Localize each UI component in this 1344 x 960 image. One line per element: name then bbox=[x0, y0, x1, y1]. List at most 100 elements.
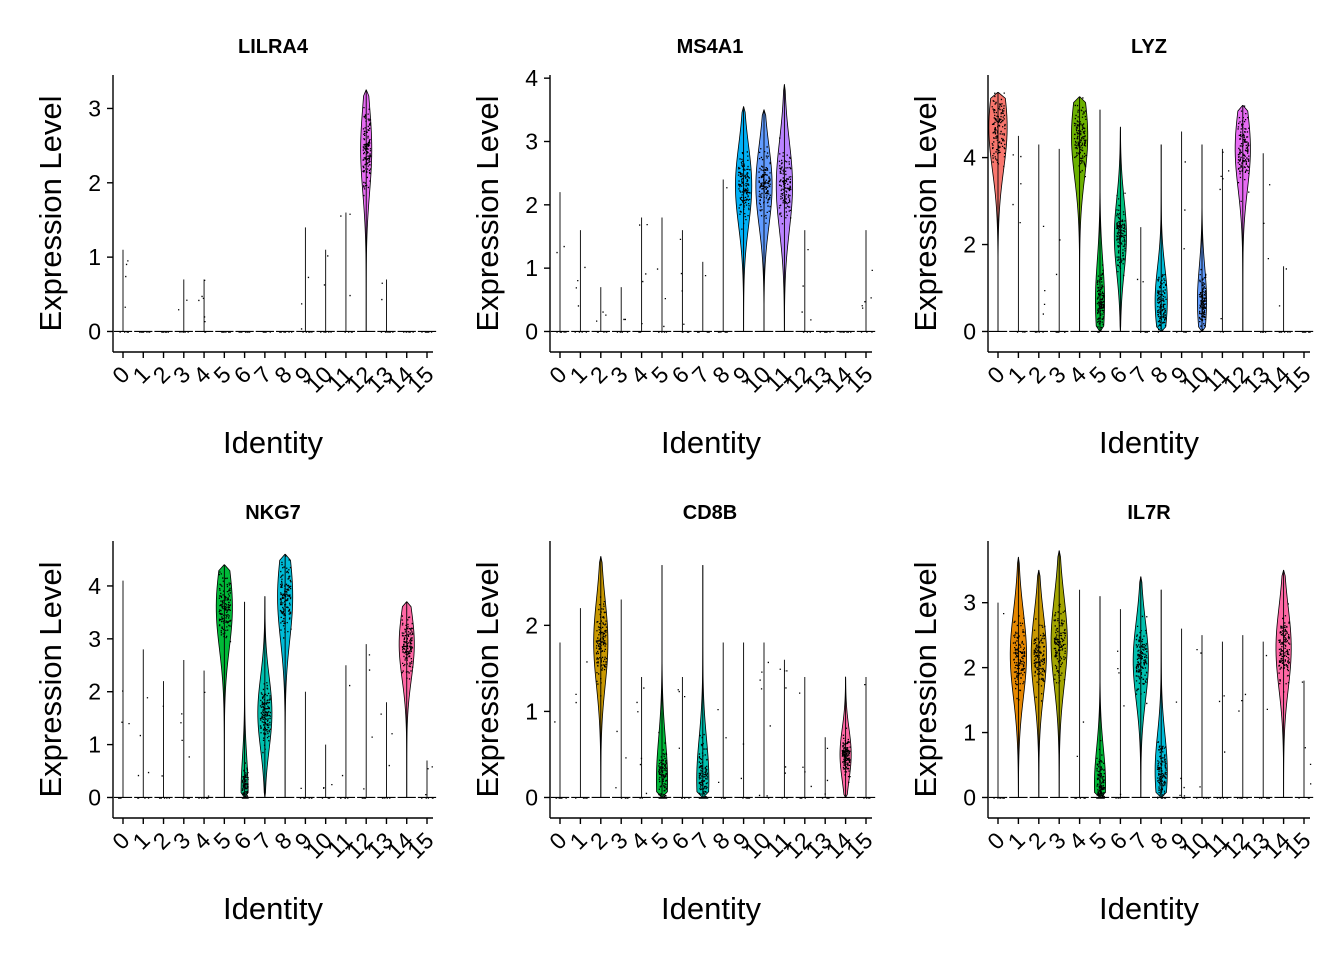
jitter-points bbox=[340, 213, 353, 333]
jitter-points bbox=[575, 661, 588, 799]
jitter-points bbox=[779, 668, 788, 799]
jitter-points bbox=[819, 331, 831, 333]
jitter-points bbox=[1012, 615, 1026, 701]
jitter-points bbox=[1259, 654, 1270, 799]
jitter-points bbox=[1278, 603, 1291, 693]
jitter-points bbox=[991, 92, 1006, 168]
jitter-points bbox=[1136, 278, 1148, 333]
y-tick-label: 1 bbox=[525, 255, 538, 281]
x-tick-label: 7 bbox=[1125, 827, 1152, 854]
x-tick-label: 3 bbox=[605, 361, 632, 388]
jitter-points bbox=[321, 784, 333, 799]
y-tick-label: 3 bbox=[963, 590, 976, 616]
jitter-points bbox=[1034, 225, 1046, 333]
x-tick-label: 2 bbox=[1023, 361, 1050, 388]
jitter-points bbox=[1237, 105, 1250, 202]
x-tick-label: 15 bbox=[841, 827, 877, 863]
panel-title: LILRA4 bbox=[238, 36, 309, 58]
jitter-points bbox=[262, 331, 271, 333]
jitter-points bbox=[119, 260, 129, 333]
x-tick-label: 0 bbox=[107, 361, 134, 388]
x-tick-label: 2 bbox=[585, 361, 612, 388]
y-tick-label: 0 bbox=[88, 784, 101, 810]
y-tick-label: 0 bbox=[525, 784, 538, 810]
x-tick-label: 1 bbox=[565, 827, 592, 854]
x-tick-label: 7 bbox=[249, 827, 276, 854]
panel-title: CD8B bbox=[683, 502, 737, 524]
y-tick-label: 1 bbox=[963, 720, 976, 746]
jitter-points bbox=[821, 747, 830, 799]
jitter-points bbox=[554, 721, 567, 799]
panel-title: MS4A1 bbox=[677, 36, 744, 58]
jitter-points bbox=[279, 555, 292, 639]
jitter-points bbox=[1301, 331, 1311, 333]
x-tick-label: 1 bbox=[565, 361, 592, 388]
jitter-points bbox=[801, 249, 812, 333]
jitter-points bbox=[799, 692, 812, 799]
jitter-points bbox=[1135, 615, 1148, 705]
y-tick-label: 1 bbox=[525, 698, 538, 724]
jitter-points bbox=[697, 275, 710, 333]
jitter-points bbox=[1033, 618, 1046, 702]
jitter-points bbox=[279, 331, 293, 333]
y-axis-label: Expression Level bbox=[33, 561, 68, 797]
y-tick-label: 0 bbox=[525, 318, 538, 344]
x-tick-label: 0 bbox=[982, 361, 1009, 388]
jitter-points bbox=[679, 238, 690, 333]
y-axis-label: Expression Level bbox=[908, 95, 943, 331]
x-tick-label: 3 bbox=[1043, 827, 1070, 854]
jitter-points bbox=[698, 733, 709, 799]
x-axis-label: Identity bbox=[1099, 891, 1199, 926]
y-tick-label: 2 bbox=[525, 192, 538, 218]
y-tick-label: 2 bbox=[963, 655, 976, 681]
x-tick-label: 7 bbox=[249, 361, 276, 388]
jitter-points bbox=[361, 654, 373, 799]
x-tick-label: 6 bbox=[229, 827, 256, 854]
x-tick-label: 4 bbox=[626, 827, 654, 855]
jitter-points bbox=[615, 730, 629, 799]
jitter-points bbox=[740, 743, 751, 799]
y-tick-label: 0 bbox=[963, 318, 976, 344]
y-tick-label: 2 bbox=[525, 612, 538, 638]
x-tick-label: 15 bbox=[1279, 361, 1315, 397]
jitter-points bbox=[300, 276, 313, 333]
y-tick-label: 3 bbox=[88, 626, 101, 652]
x-tick-label: 2 bbox=[148, 361, 175, 388]
jitter-points bbox=[1219, 151, 1230, 333]
x-tick-label: 8 bbox=[269, 361, 296, 388]
y-tick-label: 0 bbox=[963, 784, 976, 810]
panel-title: LYZ bbox=[1131, 36, 1167, 58]
x-tick-label: 0 bbox=[982, 827, 1009, 854]
x-tick-label: 6 bbox=[667, 827, 694, 854]
jitter-points bbox=[380, 282, 394, 333]
jitter-points bbox=[841, 727, 851, 783]
jitter-points bbox=[403, 331, 414, 333]
x-tick-label: 7 bbox=[687, 361, 714, 388]
jitter-points bbox=[1116, 192, 1126, 277]
jitter-points bbox=[118, 690, 130, 799]
x-tick-label: 8 bbox=[707, 361, 734, 388]
x-tick-label: 2 bbox=[148, 827, 175, 854]
jitter-points bbox=[241, 762, 249, 799]
jitter-points bbox=[401, 615, 414, 680]
jitter-points bbox=[993, 613, 1005, 799]
x-tick-label: 5 bbox=[646, 361, 673, 388]
x-tick-label: 6 bbox=[229, 361, 256, 388]
jitter-points bbox=[218, 571, 232, 643]
x-tick-label: 6 bbox=[1105, 827, 1132, 854]
jitter-points bbox=[221, 331, 231, 333]
x-tick-label: 1 bbox=[127, 827, 154, 854]
x-tick-label: 8 bbox=[1145, 827, 1172, 854]
x-tick-label: 0 bbox=[107, 827, 134, 854]
jitter-points bbox=[159, 705, 170, 799]
y-tick-label: 4 bbox=[963, 145, 976, 171]
x-tick-label: 8 bbox=[269, 827, 296, 854]
y-axis-label: Expression Level bbox=[908, 561, 943, 797]
jitter-points bbox=[1196, 649, 1210, 799]
jitter-points bbox=[1074, 721, 1086, 799]
y-tick-label: 3 bbox=[525, 128, 538, 154]
x-tick-label: 3 bbox=[168, 361, 195, 388]
